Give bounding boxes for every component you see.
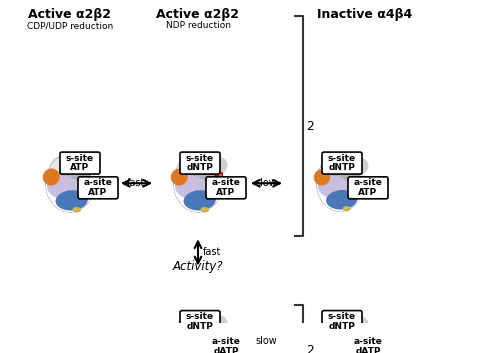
- Ellipse shape: [318, 334, 349, 353]
- FancyBboxPatch shape: [348, 335, 388, 353]
- FancyBboxPatch shape: [206, 177, 246, 199]
- Ellipse shape: [175, 334, 208, 353]
- Ellipse shape: [202, 315, 228, 335]
- Text: s-site
dNTP: s-site dNTP: [328, 154, 356, 172]
- Text: NDP reduction: NDP reduction: [166, 21, 230, 30]
- FancyBboxPatch shape: [78, 177, 118, 199]
- Text: fast: fast: [128, 178, 146, 188]
- Text: Active α2β2: Active α2β2: [28, 8, 112, 21]
- FancyBboxPatch shape: [180, 311, 220, 333]
- Ellipse shape: [56, 190, 88, 210]
- Ellipse shape: [344, 157, 368, 176]
- Text: s-site
dNTP: s-site dNTP: [328, 312, 356, 331]
- Ellipse shape: [328, 166, 360, 189]
- Ellipse shape: [318, 176, 349, 198]
- Ellipse shape: [74, 156, 100, 176]
- Ellipse shape: [185, 165, 219, 189]
- Ellipse shape: [177, 154, 219, 184]
- Ellipse shape: [344, 316, 368, 335]
- Ellipse shape: [320, 314, 360, 343]
- FancyBboxPatch shape: [180, 152, 220, 174]
- Ellipse shape: [184, 349, 216, 353]
- Ellipse shape: [202, 156, 228, 176]
- Ellipse shape: [57, 165, 91, 189]
- Text: a-site
dATP: a-site dATP: [212, 337, 240, 353]
- Text: Activity?: Activity?: [173, 260, 223, 273]
- Ellipse shape: [342, 206, 350, 211]
- FancyBboxPatch shape: [348, 177, 388, 199]
- FancyBboxPatch shape: [60, 152, 100, 174]
- Ellipse shape: [47, 175, 80, 199]
- Ellipse shape: [328, 324, 360, 347]
- Text: a-site
ATP: a-site ATP: [84, 179, 112, 197]
- Ellipse shape: [177, 313, 219, 343]
- Ellipse shape: [171, 168, 188, 186]
- Text: slow: slow: [256, 336, 278, 346]
- Text: CDP/UDP reduction: CDP/UDP reduction: [27, 21, 113, 30]
- Ellipse shape: [43, 168, 60, 186]
- Text: a-site
ATP: a-site ATP: [354, 179, 382, 197]
- Text: Active α2β2: Active α2β2: [156, 8, 240, 21]
- Ellipse shape: [184, 190, 216, 210]
- Ellipse shape: [320, 155, 360, 184]
- Text: fast: fast: [203, 247, 222, 257]
- Ellipse shape: [200, 207, 209, 213]
- Text: slow: slow: [256, 178, 278, 188]
- FancyBboxPatch shape: [322, 311, 362, 333]
- Ellipse shape: [314, 328, 330, 344]
- Text: a-site
ATP: a-site ATP: [212, 179, 240, 197]
- Text: 2: 2: [306, 120, 314, 133]
- Ellipse shape: [49, 154, 91, 184]
- Ellipse shape: [185, 324, 219, 347]
- Text: s-site
dNTP: s-site dNTP: [186, 154, 214, 172]
- Ellipse shape: [314, 169, 330, 185]
- Ellipse shape: [175, 175, 208, 199]
- FancyBboxPatch shape: [322, 152, 362, 174]
- Ellipse shape: [171, 327, 188, 344]
- Ellipse shape: [326, 348, 357, 353]
- Text: s-site
ATP: s-site ATP: [66, 154, 94, 172]
- Text: s-site
dNTP: s-site dNTP: [186, 312, 214, 331]
- Text: Inactive α4β4: Inactive α4β4: [318, 8, 412, 21]
- FancyBboxPatch shape: [206, 335, 246, 353]
- Text: 2: 2: [306, 345, 314, 353]
- Text: a-site
dATP: a-site dATP: [354, 337, 382, 353]
- Ellipse shape: [326, 190, 357, 210]
- Ellipse shape: [72, 207, 81, 213]
